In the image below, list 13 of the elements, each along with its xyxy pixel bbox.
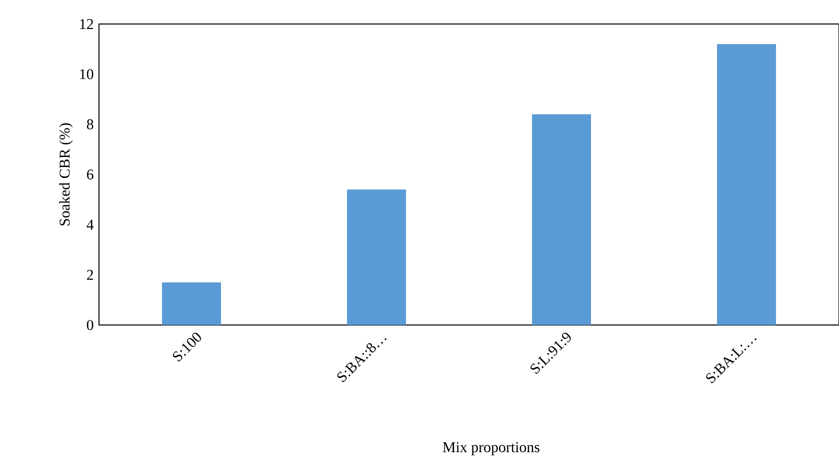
y-tick-label: 6	[86, 169, 94, 180]
y-axis-title: Soaked CBR (%)	[59, 123, 73, 226]
bar	[347, 190, 406, 325]
bar	[532, 114, 592, 325]
y-tick-label: 8	[86, 119, 94, 130]
y-tick-label: 12	[80, 19, 93, 29]
bar	[717, 44, 776, 325]
y-tick-label: 2	[87, 270, 93, 280]
y-tick-label: 4	[86, 220, 94, 230]
x-axis-title: Mix proportions	[442, 442, 540, 456]
y-tick-label: 10	[80, 69, 94, 80]
y-tick-label: 0	[86, 320, 94, 330]
bar	[162, 282, 221, 325]
